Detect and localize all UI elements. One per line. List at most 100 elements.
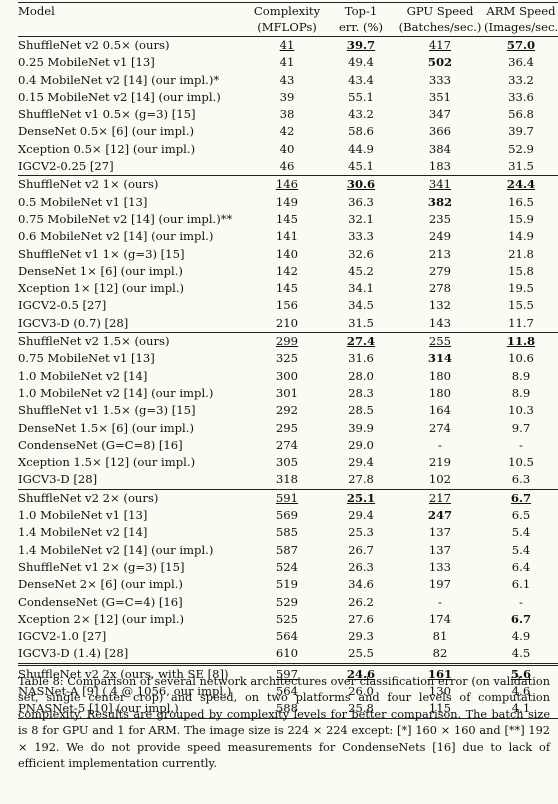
gpu-speed-cell: 278 [396,280,484,297]
gpu-speed-cell: 279 [396,263,484,280]
top1-error-cell-value: 27.6 [348,611,374,626]
table-row: ShuffleNet v2 1× (ours) 146 30.6 341 24.4 [18,175,558,194]
gpu-speed-cell: 217 [396,488,484,508]
arm-speed-cell: 15.8 [484,263,558,280]
top1-error-cell: 44.9 [326,141,396,158]
arm-speed-cell-value: 57.0 [506,38,536,52]
header-top1-line2: err. (%) [326,19,396,37]
top1-error-cell: 31.5 [326,315,396,333]
gpu-speed-cell: 255 [396,332,484,351]
arm-speed-cell: 36.4 [484,54,558,71]
model-name-cell: 0.25 MobileNet v1 [13] [18,55,155,70]
arm-speed-cell: 6.5 [484,507,558,524]
top1-error-cell-value: 29.3 [348,629,374,644]
complexity-cell-value: 300 [275,368,299,383]
gpu-speed-cell: 137 [396,542,484,559]
complexity-cell-value: 519 [275,577,299,592]
model-name-cell: IGCV3-D (1.4) [28] [18,646,129,661]
table-row: DenseNet 0.5× [6] (our impl.) 42 58.6 366 39… [18,123,558,140]
arm-speed-cell: 5.4 [484,524,558,541]
table-row: DenseNet 2× [6] (our impl.) 519 34.6 197 6.1 [18,576,558,593]
table-row: 0.4 MobileNet v2 [14] (our impl.)* 43 43.4… [18,72,558,89]
arm-speed-cell: 57.0 [484,37,558,55]
complexity-cell-value: 305 [275,455,299,470]
complexity-cell: 591 [248,488,326,508]
arm-speed-cell: 8.9 [484,385,558,402]
arm-speed-cell-value: 6.4 [511,559,531,574]
arm-speed-cell-value: 4.9 [511,629,531,644]
arm-speed-cell-value: 52.9 [508,141,534,156]
gpu-speed-cell-value: 81 [432,629,448,644]
top1-error-cell: 49.4 [326,54,396,71]
complexity-cell-value: 292 [275,403,299,418]
complexity-cell: 529 [248,594,326,611]
top1-error-cell-value: 26.0 [348,683,374,698]
gpu-speed-cell: 115 [396,700,484,719]
gpu-speed-cell-value: 174 [428,611,452,626]
arm-speed-cell: 6.7 [484,488,558,508]
model-name-cell: 1.0 MobileNet v1 [13] [18,508,148,523]
table-body: ShuffleNet v2 0.5× (ours) 41 39.7 417 57.0 0.… [18,37,558,719]
gpu-speed-cell: 382 [396,194,484,211]
model-name-cell: 1.0 MobileNet v2 [14] (our impl.) [18,385,214,400]
table-row: CondenseNet (G=C=8) [16] 274 29.0 - - [18,437,558,454]
gpu-speed-cell-value: 137 [428,525,452,540]
model-name-cell: ShuffleNet v1 1× (g=3) [15] [18,246,185,261]
arm-speed-cell: - [484,437,558,454]
complexity-cell-value: 43 [279,72,295,87]
gpu-speed-cell-value: 384 [428,141,452,156]
table-row: IGCV3-D (0.7) [28] 210 31.5 143 11.7 [18,315,558,333]
complexity-cell: 585 [248,524,326,541]
gpu-speed-cell: 183 [396,158,484,176]
top1-error-cell-value: 55.1 [348,89,374,104]
top1-error-cell-value: 30.6 [346,177,376,192]
table-row: ShuffleNet v2 2× (ours) 591 25.1 217 6.7 [18,488,558,508]
complexity-cell: 38 [248,106,326,123]
header-gpu-line2: (Batches/sec.) [396,19,484,37]
complexity-cell: 325 [248,350,326,367]
top1-error-cell: 26.3 [326,559,396,576]
gpu-speed-cell-value: 502 [427,55,453,70]
top1-error-cell: 28.3 [326,385,396,402]
table-caption: Table 8: Comparison of several network a… [18,675,550,771]
top1-error-cell: 31.6 [326,350,396,367]
top1-error-cell: 25.5 [326,645,396,664]
arm-speed-cell: 16.5 [484,194,558,211]
top1-error-cell: 29.4 [326,454,396,471]
complexity-cell-value: 597 [275,666,299,681]
model-name-cell: ShuffleNet v2 1× (ours) [18,175,248,194]
top1-error-cell-value: 34.1 [348,281,374,296]
complexity-cell-value: 295 [275,420,299,435]
complexity-cell-value: 142 [275,263,299,278]
table-row: 0.75 MobileNet v2 [14] (our impl.)** 145 3… [18,211,558,228]
top1-error-cell-value: 39.9 [348,420,374,435]
top1-error-cell: 32.6 [326,246,396,263]
top1-error-cell-value: 28.3 [348,385,374,400]
gpu-speed-cell-value: 132 [428,298,452,313]
top1-error-cell: 34.6 [326,576,396,593]
complexity-cell: 141 [248,228,326,245]
table-row: IGCV3-D (1.4) [28] 610 25.5 82 4.5 [18,645,558,664]
gpu-speed-cell-value: - [438,437,442,452]
top1-error-cell: 39.9 [326,420,396,437]
complexity-cell-value: 318 [275,472,299,487]
complexity-cell: 142 [248,263,326,280]
top1-error-cell-value: 27.8 [348,472,374,487]
gpu-speed-cell-value: 255 [428,334,452,349]
header-top1-line1: Top-1 [326,2,396,19]
arm-speed-cell-value: 24.4 [506,177,536,192]
gpu-speed-cell-value: 115 [428,701,452,716]
complexity-cell-value: 141 [275,229,299,244]
table-row: Xception 0.5× [12] (our impl.) 40 44.9 384 5… [18,141,558,158]
arm-speed-cell-value: 8.9 [511,385,531,400]
top1-error-cell: 25.1 [326,488,396,508]
arm-speed-cell-value: 6.1 [511,577,531,592]
model-name-cell: 0.4 MobileNet v2 [14] (our impl.)* [18,72,220,87]
top1-error-cell-value: 45.2 [348,263,374,278]
gpu-speed-cell-value: 382 [427,194,453,209]
complexity-cell: 295 [248,420,326,437]
arm-speed-cell-value: 16.5 [508,194,534,209]
complexity-cell-value: 524 [275,559,299,574]
complexity-cell: 564 [248,628,326,645]
arm-speed-cell: 6.7 [484,611,558,628]
